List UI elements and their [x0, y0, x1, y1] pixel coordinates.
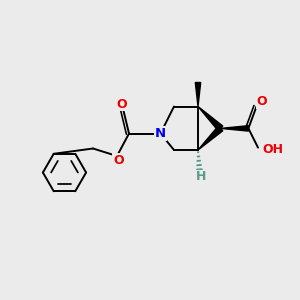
- Text: OH: OH: [262, 142, 283, 156]
- Text: O: O: [116, 98, 127, 111]
- Text: N: N: [155, 127, 166, 140]
- Text: O: O: [256, 95, 267, 109]
- Text: H: H: [196, 170, 206, 184]
- Polygon shape: [220, 126, 248, 131]
- Text: O: O: [113, 154, 124, 167]
- Polygon shape: [198, 126, 223, 150]
- Polygon shape: [195, 82, 201, 106]
- Polygon shape: [198, 106, 223, 131]
